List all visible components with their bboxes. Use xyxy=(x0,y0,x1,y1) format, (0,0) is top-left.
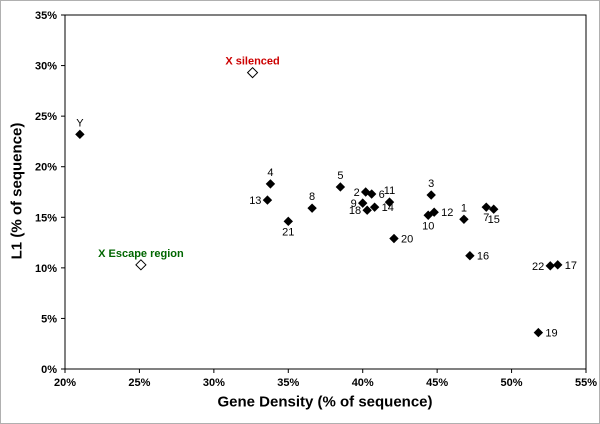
data-point-16 xyxy=(465,251,475,261)
x-tick-label: 35% xyxy=(277,377,299,389)
data-point-10 xyxy=(423,210,433,220)
point-label-5: 5 xyxy=(337,170,343,182)
data-point-20 xyxy=(389,233,399,244)
data-point-9 xyxy=(358,198,368,208)
point-label-3: 3 xyxy=(428,178,434,190)
data-point-x-escape-region xyxy=(135,259,147,271)
point-label-12: 12 xyxy=(441,207,453,219)
y-axis-title: L1 (% of sequence) xyxy=(8,122,26,260)
x-tick-label: 40% xyxy=(352,377,374,389)
point-label-17: 17 xyxy=(565,260,577,272)
point-label-19: 19 xyxy=(545,328,557,340)
point-label-6: 6 xyxy=(379,189,385,201)
x-tick-label: 50% xyxy=(501,377,523,389)
x-tick-label: 20% xyxy=(54,377,76,389)
point-label-20: 20 xyxy=(401,234,413,246)
data-point-1 xyxy=(459,214,469,225)
x-tick-label: 45% xyxy=(426,377,448,389)
x-tick-label: 25% xyxy=(128,377,150,389)
data-point-x-silenced xyxy=(246,66,259,79)
data-point-19 xyxy=(533,327,544,338)
point-label-15: 15 xyxy=(488,214,500,226)
point-label-13: 13 xyxy=(249,195,261,207)
data-point-3 xyxy=(426,190,436,200)
point-label-x-silenced: X silenced xyxy=(225,56,279,68)
data-point-y xyxy=(75,129,85,140)
x-tick-label: 55% xyxy=(575,377,597,389)
y-tick-label: 35% xyxy=(35,10,57,22)
data-point-8 xyxy=(307,203,317,213)
point-label-16: 16 xyxy=(477,251,489,263)
data-point-22 xyxy=(545,261,555,271)
point-label-22: 22 xyxy=(532,261,544,273)
data-point-5 xyxy=(335,182,346,192)
data-point-11 xyxy=(384,197,395,207)
data-point-17 xyxy=(553,260,563,270)
point-label-2: 2 xyxy=(354,187,360,199)
point-label-7: 7 xyxy=(483,212,489,224)
point-label-9: 9 xyxy=(351,198,357,210)
point-label-y: Y xyxy=(76,117,84,129)
x-tick-label: 30% xyxy=(203,377,225,389)
x-axis-title: Gene Density (% of sequence) xyxy=(217,393,433,411)
y-tick-label: 0% xyxy=(41,364,57,376)
y-tick-label: 10% xyxy=(35,263,57,275)
y-tick-label: 20% xyxy=(35,162,57,174)
data-point-7 xyxy=(481,202,491,212)
y-tick-label: 5% xyxy=(41,313,57,325)
point-label-8: 8 xyxy=(309,191,315,203)
data-point-21 xyxy=(283,216,293,227)
y-tick-label: 15% xyxy=(35,212,57,224)
data-point-18 xyxy=(362,205,372,215)
point-label-4: 4 xyxy=(267,167,273,179)
data-point-13 xyxy=(262,195,273,205)
data-point-6 xyxy=(366,189,377,199)
data-point-14 xyxy=(369,202,380,212)
plot-area xyxy=(64,14,587,370)
point-label-10: 10 xyxy=(422,220,434,232)
data-point-4 xyxy=(265,179,276,189)
point-label-21: 21 xyxy=(282,226,294,238)
point-label-1: 1 xyxy=(461,202,467,214)
point-label-18: 18 xyxy=(349,205,361,217)
y-tick-label: 25% xyxy=(35,111,57,123)
point-label-11: 11 xyxy=(384,185,395,197)
data-point-15 xyxy=(489,204,499,214)
y-tick-label: 30% xyxy=(35,61,57,73)
point-label-x-escape-region: X Escape region xyxy=(98,248,184,260)
data-point-12 xyxy=(429,207,439,217)
